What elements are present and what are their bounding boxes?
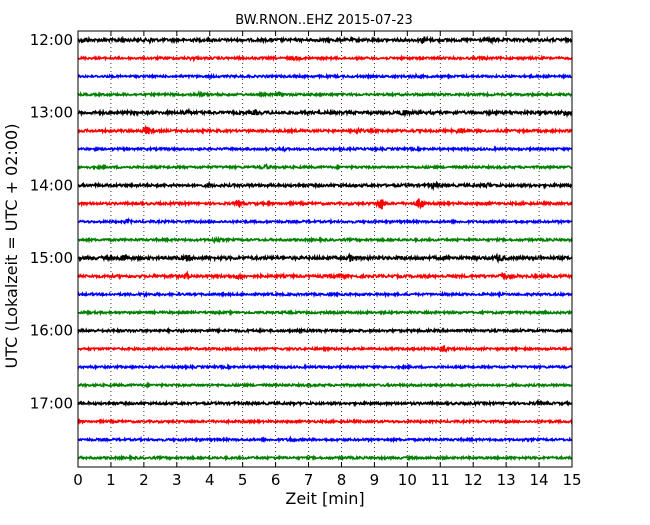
x-tick-label: 14 <box>530 471 549 489</box>
x-tick-label: 1 <box>106 471 116 489</box>
trace-12:45 <box>77 90 573 99</box>
y-tick-label: 12:00 <box>30 31 73 49</box>
trace-16:30 <box>77 363 573 371</box>
x-tick-label: 4 <box>205 471 215 489</box>
chart-title: BW.RNON..EHZ 2015-07-23 <box>235 13 413 28</box>
grid-layer <box>110 31 540 467</box>
y-tick-label: 16:00 <box>30 322 73 340</box>
trace-13:15 <box>77 124 573 136</box>
trace-12:15 <box>77 54 573 63</box>
trace-15:45 <box>77 308 573 317</box>
x-ticks: 0 1 2 3 4 5 6 7 8 9 10 11 12 13 14 15 <box>73 31 582 489</box>
y-tick-label: 15:00 <box>30 249 73 267</box>
x-tick-label: 9 <box>370 471 380 489</box>
trace-16:00 <box>77 326 573 335</box>
trace-layer <box>77 35 573 463</box>
trace-17:00 <box>77 398 573 408</box>
trace-14:15 <box>77 198 573 210</box>
trace-13:00 <box>77 107 573 119</box>
trace-16:45 <box>77 381 573 389</box>
trace-17:15 <box>77 417 573 426</box>
plot-frame-rect <box>77 30 573 468</box>
x-tick-label: 11 <box>431 471 450 489</box>
y-tick-label: 17:00 <box>30 394 73 412</box>
x-tick-label: 0 <box>73 471 83 489</box>
x-tick-label: 8 <box>337 471 347 489</box>
x-tick-label: 7 <box>304 471 314 489</box>
x-tick-label: 2 <box>139 471 149 489</box>
trace-12:30 <box>77 72 573 81</box>
trace-15:15 <box>77 270 573 281</box>
x-tick-label: 12 <box>464 471 483 489</box>
x-tick-label: 10 <box>398 471 417 489</box>
x-axis-label: Zeit [min] <box>285 489 364 508</box>
trace-15:30 <box>77 290 573 299</box>
trace-17:45 <box>77 453 573 463</box>
y-ticks: 12:00 13:00 14:00 15:00 16:00 17:00 <box>30 31 572 412</box>
x-tick-label: 15 <box>562 471 581 489</box>
x-tick-label: 3 <box>172 471 182 489</box>
x-tick-label: 13 <box>497 471 516 489</box>
trace-15:00 <box>77 252 573 264</box>
trace-13:45 <box>77 162 573 171</box>
y-tick-label: 14:00 <box>30 176 73 194</box>
trace-14:30 <box>77 217 573 226</box>
y-axis-label: UTC (Lokalzeit = UTC + 02:00) <box>2 124 21 369</box>
trace-14:45 <box>77 235 573 245</box>
trace-16:15 <box>77 344 573 354</box>
y-tick-label: 13:00 <box>30 104 73 122</box>
x-tick-label: 6 <box>271 471 281 489</box>
plot-frame <box>77 30 573 468</box>
trace-12:00 <box>77 35 573 45</box>
trace-14:00 <box>77 180 573 192</box>
trace-17:30 <box>77 435 573 444</box>
x-tick-label: 5 <box>238 471 248 489</box>
trace-13:30 <box>77 145 573 153</box>
